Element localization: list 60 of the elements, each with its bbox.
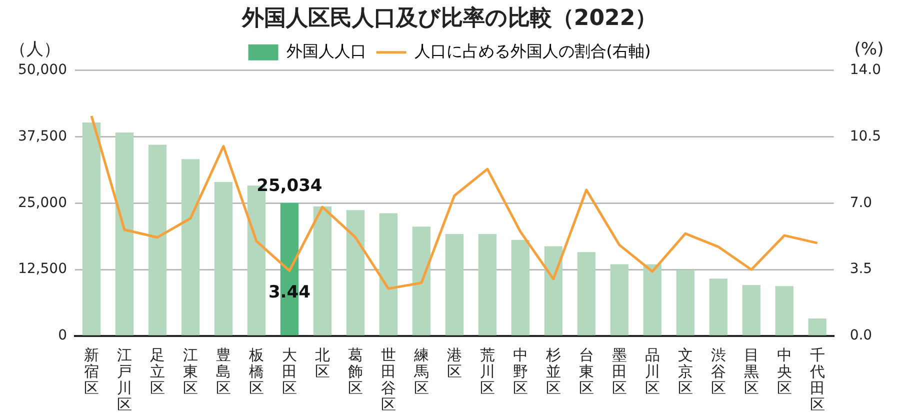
bar — [610, 264, 628, 336]
x-tick-label: 目黒区 — [744, 346, 759, 398]
x-tick-label: 練馬区 — [412, 346, 429, 398]
y-tick-label: 0 — [58, 328, 67, 344]
bar — [643, 264, 662, 336]
bar — [544, 246, 562, 336]
x-tick-label: 新宿区 — [84, 346, 99, 398]
y-tick-label: 25,000 — [18, 194, 67, 211]
x-tick-label: 葛飾区 — [348, 346, 363, 398]
bar — [577, 252, 596, 336]
bar — [676, 270, 694, 336]
x-tick-label: 板橋区 — [248, 346, 264, 398]
bar — [808, 318, 826, 336]
bar — [115, 132, 134, 336]
x-tick-label: 千代田区 — [808, 346, 825, 414]
y2-tick-label: 0.0 — [850, 328, 872, 344]
bar — [478, 234, 496, 336]
bar — [181, 159, 200, 336]
bar — [775, 286, 794, 336]
bar — [379, 213, 398, 336]
x-tick-label: 中野区 — [512, 346, 528, 398]
bar — [346, 210, 364, 336]
x-tick-label: 品川区 — [644, 346, 660, 398]
bar — [313, 206, 332, 336]
x-tick-label: 文京区 — [678, 346, 693, 398]
bar — [148, 144, 167, 336]
x-tick-label: 世田谷区 — [380, 346, 396, 414]
chart-title: 外国人区民人口及び比率の比較（2022） — [240, 4, 658, 31]
y2-tick-label: 10.5 — [850, 128, 881, 144]
y2-tick-label: 7.0 — [850, 194, 872, 211]
x-tick-label: 港区 — [446, 346, 462, 381]
x-tick-label: 江戸川区 — [116, 346, 132, 414]
bar — [742, 285, 760, 336]
bar — [709, 278, 728, 336]
bar — [214, 182, 233, 336]
x-tick-label: 足立区 — [150, 346, 165, 398]
x-tick-label: 中央区 — [776, 346, 792, 398]
x-tick-label: 墨田区 — [612, 346, 627, 398]
y2-tick-label: 14.0 — [850, 62, 881, 78]
y-tick-label: 50,000 — [18, 62, 67, 78]
x-tick-label: 台東区 — [578, 346, 594, 398]
data-label: 25,034 — [256, 176, 322, 196]
y2-axis-title: (%) — [854, 39, 884, 60]
legend-label: 人口に占める外国人の割合(右軸) — [414, 42, 651, 61]
y-tick-label: 12,500 — [18, 261, 67, 278]
y-axis-title: （人） — [10, 39, 60, 60]
y2-tick-label: 3.5 — [850, 261, 872, 278]
bar — [511, 240, 530, 336]
x-tick-label: 渋谷区 — [710, 346, 726, 398]
x-tick-label: 江東区 — [182, 346, 198, 398]
x-tick-label: 豊島区 — [216, 346, 231, 398]
bar — [445, 234, 464, 336]
x-tick-label: 大田区 — [282, 346, 297, 398]
legend-label: 外国人人口 — [286, 42, 366, 61]
x-tick-label: 荒川区 — [480, 346, 495, 398]
bar — [82, 122, 101, 336]
y-tick-label: 37,500 — [18, 128, 67, 144]
x-tick-label: 杉並区 — [544, 346, 561, 398]
bar — [412, 226, 430, 336]
x-tick-label: 北区 — [314, 346, 330, 381]
